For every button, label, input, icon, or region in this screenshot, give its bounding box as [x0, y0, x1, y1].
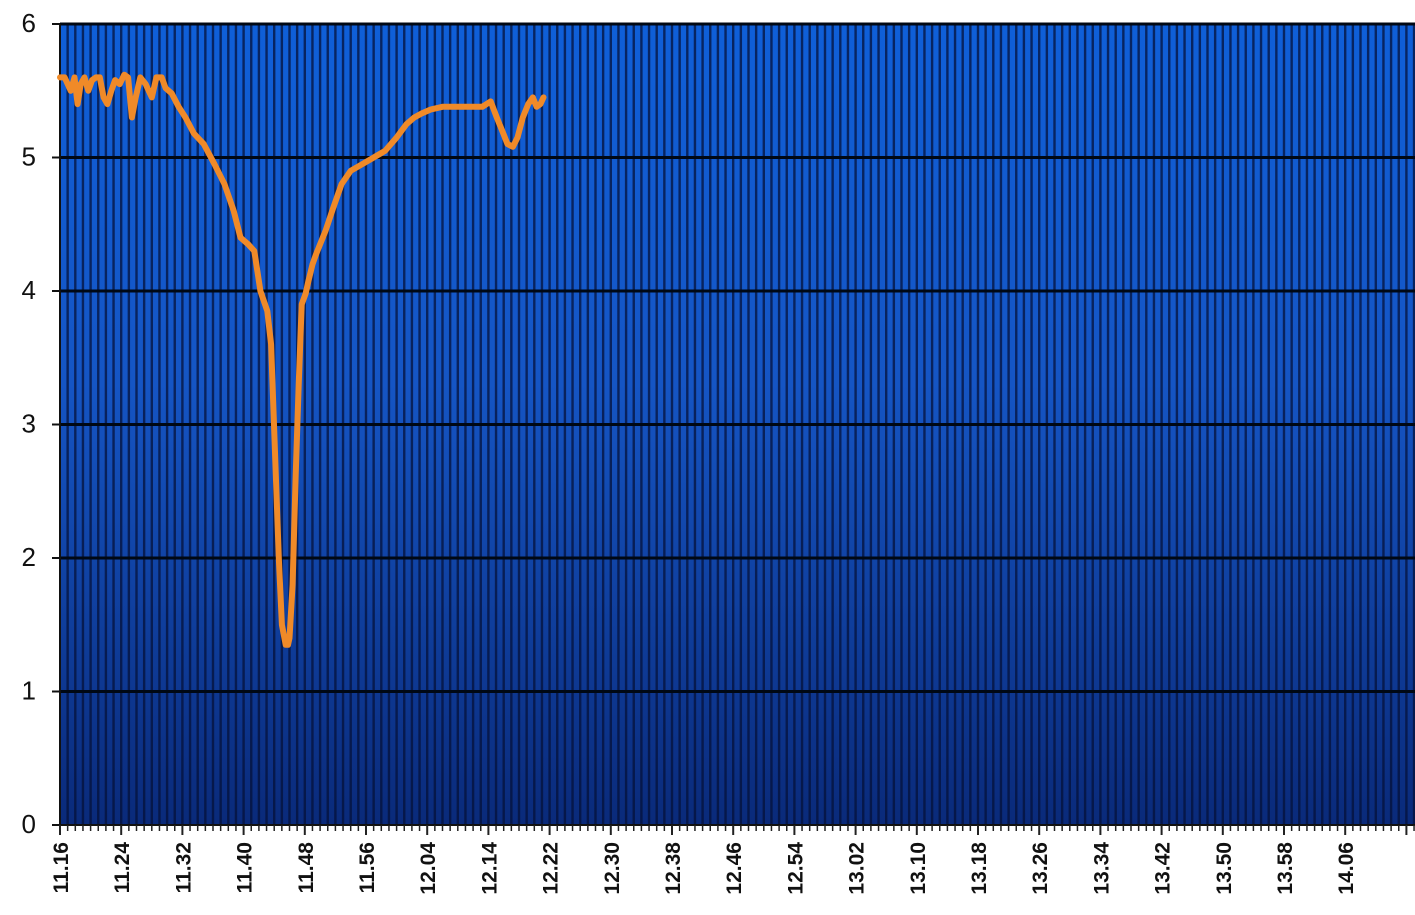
- x-tick-label: 13.34: [1090, 842, 1113, 895]
- x-tick-label: 13.50: [1213, 842, 1236, 895]
- x-tick-label: 13.18: [968, 842, 991, 895]
- y-tick-label: 1: [22, 676, 36, 706]
- x-tick-label: 11.32: [172, 842, 195, 893]
- y-tick-label: 3: [22, 409, 36, 439]
- x-tick-label: 12.14: [478, 842, 501, 895]
- x-tick-label: 12.46: [723, 842, 746, 895]
- x-tick-label: 13.58: [1274, 842, 1297, 895]
- y-tick-label: 0: [22, 809, 36, 839]
- x-tick-label: 11.16: [50, 842, 73, 893]
- x-tick-label: 13.10: [907, 842, 930, 895]
- x-tick-label: 11.40: [234, 842, 257, 893]
- y-tick-label: 2: [22, 542, 36, 572]
- horizontal-gridlines: [60, 22, 1415, 693]
- x-tick-label: 11.56: [356, 842, 379, 893]
- y-tick-label: 4: [22, 275, 36, 305]
- x-tick-label: 12.54: [784, 842, 807, 895]
- x-tick-label: 12.38: [662, 842, 685, 895]
- x-tick-label: 13.02: [846, 842, 869, 895]
- x-tick-label: 11.24: [111, 842, 134, 894]
- x-tick-label: 13.42: [1152, 842, 1175, 895]
- y-tick-label: 6: [22, 8, 36, 38]
- x-tick-label: 14.06: [1335, 842, 1358, 895]
- x-tick-label: 12.04: [417, 842, 440, 895]
- x-axis-ticks: 11.16 11.24 11.32 11.40 11.48 11.56 12.04 12.14…: [50, 825, 1415, 895]
- x-tick-label: 13.26: [1029, 842, 1052, 895]
- series-group: [57, 71, 547, 648]
- x-tick-label: 11.48: [295, 842, 318, 894]
- x-tick-label: 12.30: [601, 842, 624, 895]
- y-tick-label: 5: [22, 142, 36, 172]
- x-tick-label: 12.22: [540, 842, 563, 895]
- y-axis-ticks: 0 1 2 3 4 5 6: [22, 8, 60, 839]
- series-line: [57, 71, 547, 648]
